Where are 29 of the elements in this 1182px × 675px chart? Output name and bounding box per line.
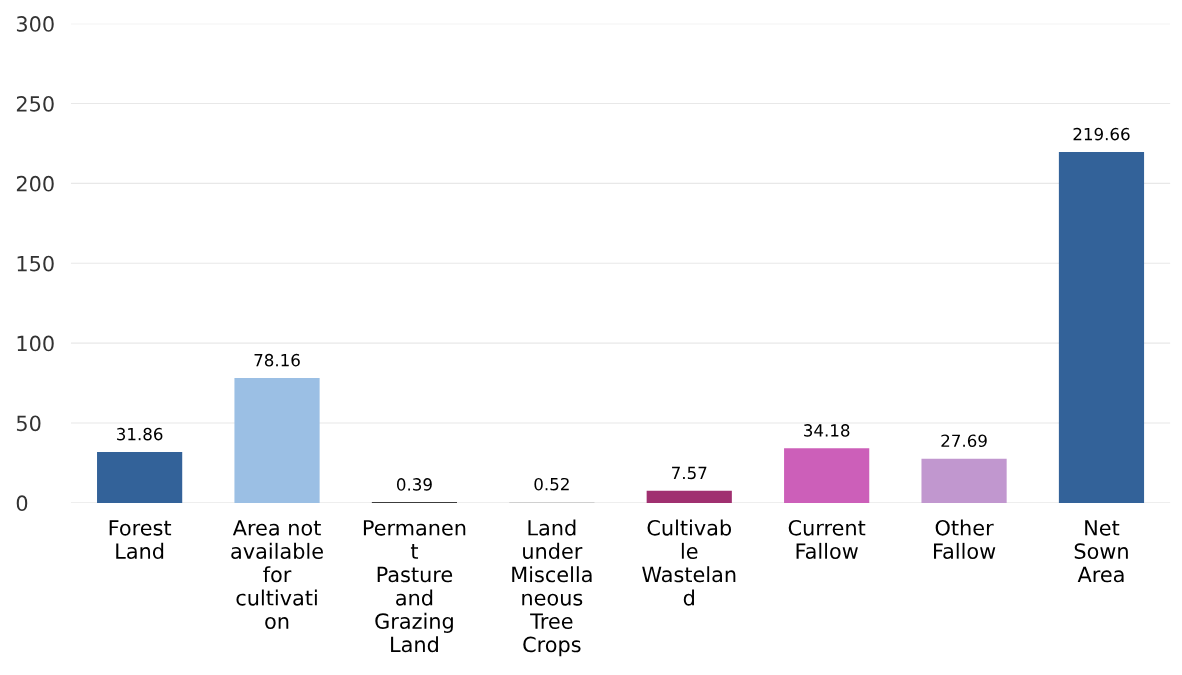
x-tick-label: Cultivab le Wastelan d	[642, 519, 736, 606]
bar	[234, 378, 320, 503]
data-label: 78.16	[254, 353, 300, 367]
data-label: 0.52	[534, 477, 569, 491]
bar	[646, 490, 732, 503]
y-tick-label: 200	[16, 175, 54, 192]
x-tick-label: Current Fallow	[788, 519, 866, 559]
bar	[784, 448, 870, 503]
y-tick-label: 250	[16, 95, 54, 112]
y-tick-label: 0	[16, 495, 28, 512]
x-tick-label: Area not available for cultivati on	[231, 520, 323, 629]
x-tick-label: Land under Miscella neous Tree Crops	[512, 519, 592, 657]
x-tick-label: Other Fallow	[934, 519, 996, 559]
y-tick-label: 50	[16, 415, 41, 432]
x-tick-label: Net Sown Area	[1074, 520, 1128, 583]
x-tick-label: Permanen t Pasture and Grazing Land	[363, 520, 466, 653]
data-label: 31.86	[117, 427, 163, 441]
data-label: 7.57	[672, 466, 707, 480]
bar	[921, 458, 1007, 503]
data-label: 34.18	[804, 424, 850, 437]
data-label: 219.66	[1073, 127, 1130, 141]
x-tick-label: Forest Land	[109, 520, 172, 559]
bar	[1058, 151, 1145, 503]
data-label: 0.39	[396, 478, 432, 491]
y-tick-label: 300	[16, 16, 54, 32]
bar	[97, 451, 183, 503]
y-tick-label: 150	[17, 255, 54, 272]
y-tick-label: 100	[17, 335, 54, 352]
data-label: 27.69	[941, 434, 987, 448]
